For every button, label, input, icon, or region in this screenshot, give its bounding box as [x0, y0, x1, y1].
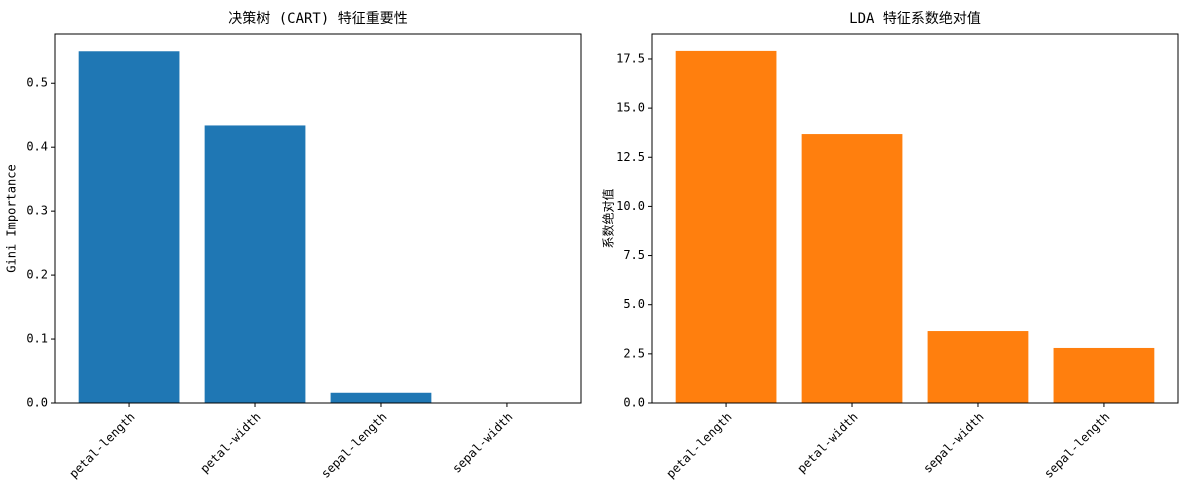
chart-title: 决策树 (CART) 特征重要性 — [228, 10, 407, 27]
bar — [927, 331, 1029, 403]
y-tick-label: 0.2 — [26, 268, 48, 282]
y-tick-label: 0.3 — [26, 204, 48, 218]
y-axis-label: 系数绝对值 — [601, 188, 616, 248]
y-tick-label: 7.5 — [623, 248, 645, 262]
x-tick-label: petal-width — [198, 410, 264, 476]
axes-frame — [54, 33, 582, 404]
bar — [204, 125, 306, 403]
bar — [1053, 347, 1155, 403]
axes-frame — [651, 33, 1179, 404]
y-tick-label: 0.1 — [26, 332, 48, 346]
y-tick-label: 17.5 — [616, 51, 645, 65]
chart-title: LDA 特征系数绝对值 — [849, 11, 981, 27]
y-tick-label: 12.5 — [616, 150, 645, 164]
y-tick-label: 0.0 — [26, 396, 48, 410]
y-tick-label: 15.0 — [616, 101, 645, 115]
x-tick-label: sepal-width — [449, 410, 515, 476]
x-tick-label: sepal-length — [1041, 410, 1112, 480]
y-tick-label: 5.0 — [623, 297, 645, 311]
bar — [801, 134, 903, 404]
y-tick-label: 2.5 — [623, 346, 645, 360]
x-tick-label: sepal-length — [318, 410, 389, 480]
x-tick-label: petal-length — [663, 410, 734, 480]
y-tick-label: 10.0 — [616, 199, 645, 213]
x-tick-label: sepal-width — [920, 410, 986, 476]
y-tick-label: 0.5 — [26, 76, 48, 90]
y-axis-label: Gini Importance — [5, 164, 19, 272]
x-tick-label: petal-length — [66, 410, 137, 480]
y-tick-label: 0.4 — [26, 140, 48, 154]
bar — [78, 51, 180, 403]
x-tick-label: petal-width — [795, 410, 861, 476]
bar — [675, 50, 777, 403]
y-tick-label: 0.0 — [623, 396, 645, 410]
bar — [330, 392, 432, 403]
